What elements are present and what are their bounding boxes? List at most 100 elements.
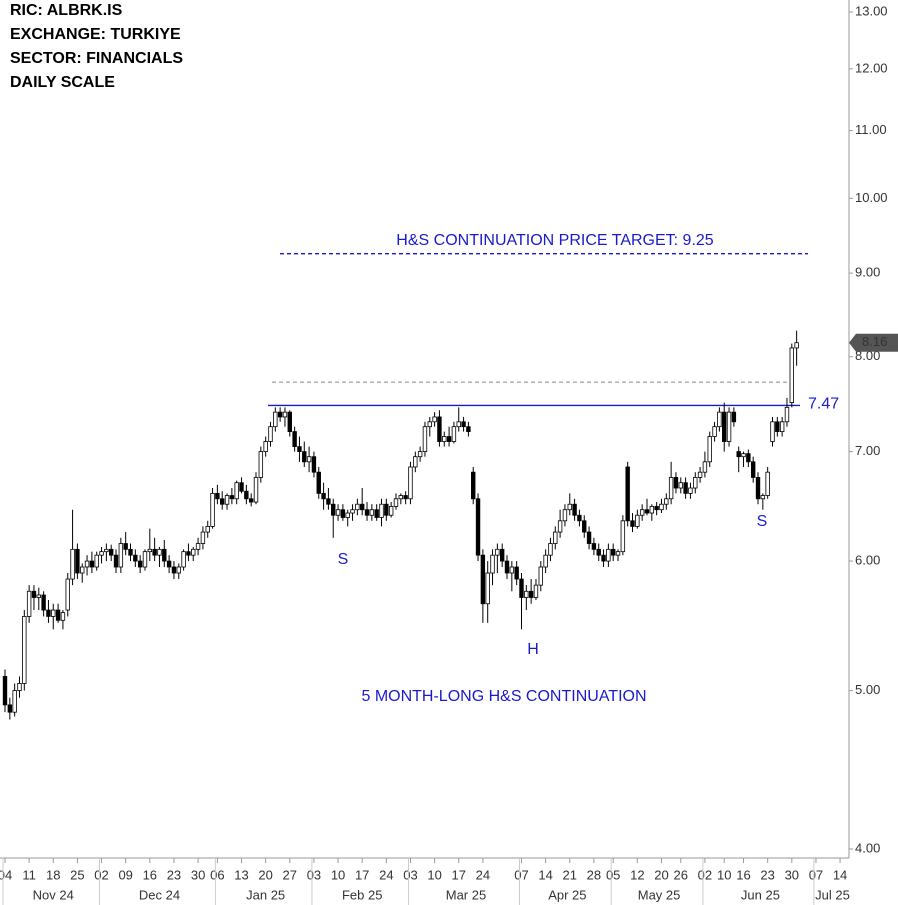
candle-body: [171, 566, 177, 574]
candle-body: [775, 421, 780, 432]
x-tick-label: 25: [70, 867, 84, 882]
candle-body: [471, 471, 476, 500]
candle-body: [750, 461, 756, 478]
y-tick-label: 4.00: [855, 840, 880, 855]
candle-body: [17, 683, 22, 691]
candle-body: [239, 482, 244, 492]
y-tick-label: 5.00: [855, 682, 880, 697]
candle-body: [234, 482, 239, 500]
candle-body: [41, 594, 46, 611]
candle-body: [84, 560, 90, 568]
candle-body: [620, 520, 626, 553]
candle-body: [577, 514, 582, 522]
y-tick-label: 13.00: [855, 3, 888, 18]
x-tick-label: 13: [234, 867, 248, 882]
candle-body: [422, 426, 428, 452]
month-label: Jul 25: [815, 887, 850, 902]
candle-body: [80, 566, 85, 574]
candle-body: [611, 548, 616, 556]
candle-body: [229, 495, 235, 500]
candle-body: [355, 503, 360, 511]
pattern-title: 5 MONTH-LONG H&S CONTINUATION: [361, 688, 646, 705]
candle-body: [442, 436, 447, 442]
candle-body: [282, 411, 288, 418]
candle-body: [702, 461, 708, 473]
candle-body: [94, 554, 99, 568]
candle-body: [128, 548, 133, 556]
candle-body: [2, 676, 8, 706]
candle-body: [191, 548, 196, 556]
candle-body: [755, 477, 761, 500]
candle-body: [181, 551, 186, 568]
candle-body: [432, 416, 437, 423]
candle-body: [7, 704, 13, 713]
candle-body: [133, 554, 138, 562]
candle-body: [326, 498, 331, 505]
candle-body: [384, 503, 389, 516]
candle-body: [456, 421, 461, 428]
x-tick-label: 26: [674, 867, 688, 882]
candle-body: [417, 451, 423, 458]
candle-body: [31, 590, 37, 598]
neckline-label: 7.47: [808, 396, 839, 413]
candle-body: [263, 441, 268, 452]
candle-body: [678, 482, 683, 489]
header-line: SECTOR: FINANCIALS: [10, 50, 183, 67]
month-label: Mar 25: [446, 887, 486, 902]
candle-body: [649, 506, 655, 514]
candle-body: [726, 411, 732, 442]
candle-body: [248, 498, 254, 503]
candle-body: [292, 431, 297, 447]
candle-body: [350, 509, 355, 514]
candle-body: [606, 548, 611, 562]
candle-body: [113, 554, 119, 568]
candle-body: [70, 548, 75, 580]
candle-body: [548, 543, 553, 556]
y-tick-label: 11.00: [855, 122, 887, 137]
y-tick-label: 6.00: [855, 553, 880, 568]
x-tick-label: 24: [379, 867, 393, 882]
candle-body: [104, 548, 109, 553]
x-tick-label: 30: [191, 867, 205, 882]
candle-body: [268, 426, 273, 442]
candle-body: [60, 612, 66, 621]
candle-body: [297, 446, 302, 452]
candle-body: [524, 590, 529, 598]
candle-body: [359, 503, 365, 511]
target-label: H&S CONTINUATION PRICE TARGET: 9.25: [396, 232, 713, 249]
x-tick-label: 11: [22, 867, 36, 882]
candle-body: [142, 551, 148, 568]
candle-body: [316, 471, 321, 494]
candle-body: [195, 543, 201, 550]
x-tick-label: 06: [210, 867, 224, 882]
candle-body: [596, 548, 601, 556]
x-tick-label: 16: [736, 867, 750, 882]
x-tick-label: 27: [283, 867, 297, 882]
y-tick-label: 10.00: [855, 190, 888, 205]
candle-body: [635, 514, 640, 527]
candle-body: [557, 520, 563, 533]
header-line: EXCHANGE: TURKIYE: [10, 26, 181, 43]
x-tick-label: 09: [118, 867, 132, 882]
candle-body: [770, 421, 775, 442]
candle-body: [533, 584, 539, 598]
x-tick-label: 23: [167, 867, 181, 882]
month-label: Feb 25: [342, 887, 382, 902]
x-tick-label: 10: [717, 867, 731, 882]
candle-body: [480, 554, 486, 605]
candle-body: [567, 503, 572, 511]
candle-body: [572, 503, 577, 516]
candle-body: [364, 509, 370, 516]
candle-body: [630, 520, 635, 527]
candle-body: [746, 453, 751, 463]
candle-body: [437, 416, 442, 442]
candle-body: [311, 456, 317, 473]
candle-body: [26, 590, 32, 617]
x-tick-label: 30: [785, 867, 799, 882]
candle-body: [186, 551, 191, 556]
candle-body: [528, 590, 534, 598]
candle-body: [736, 451, 741, 458]
y-tick-label: 8.00: [855, 348, 880, 363]
candle-body: [118, 543, 124, 568]
